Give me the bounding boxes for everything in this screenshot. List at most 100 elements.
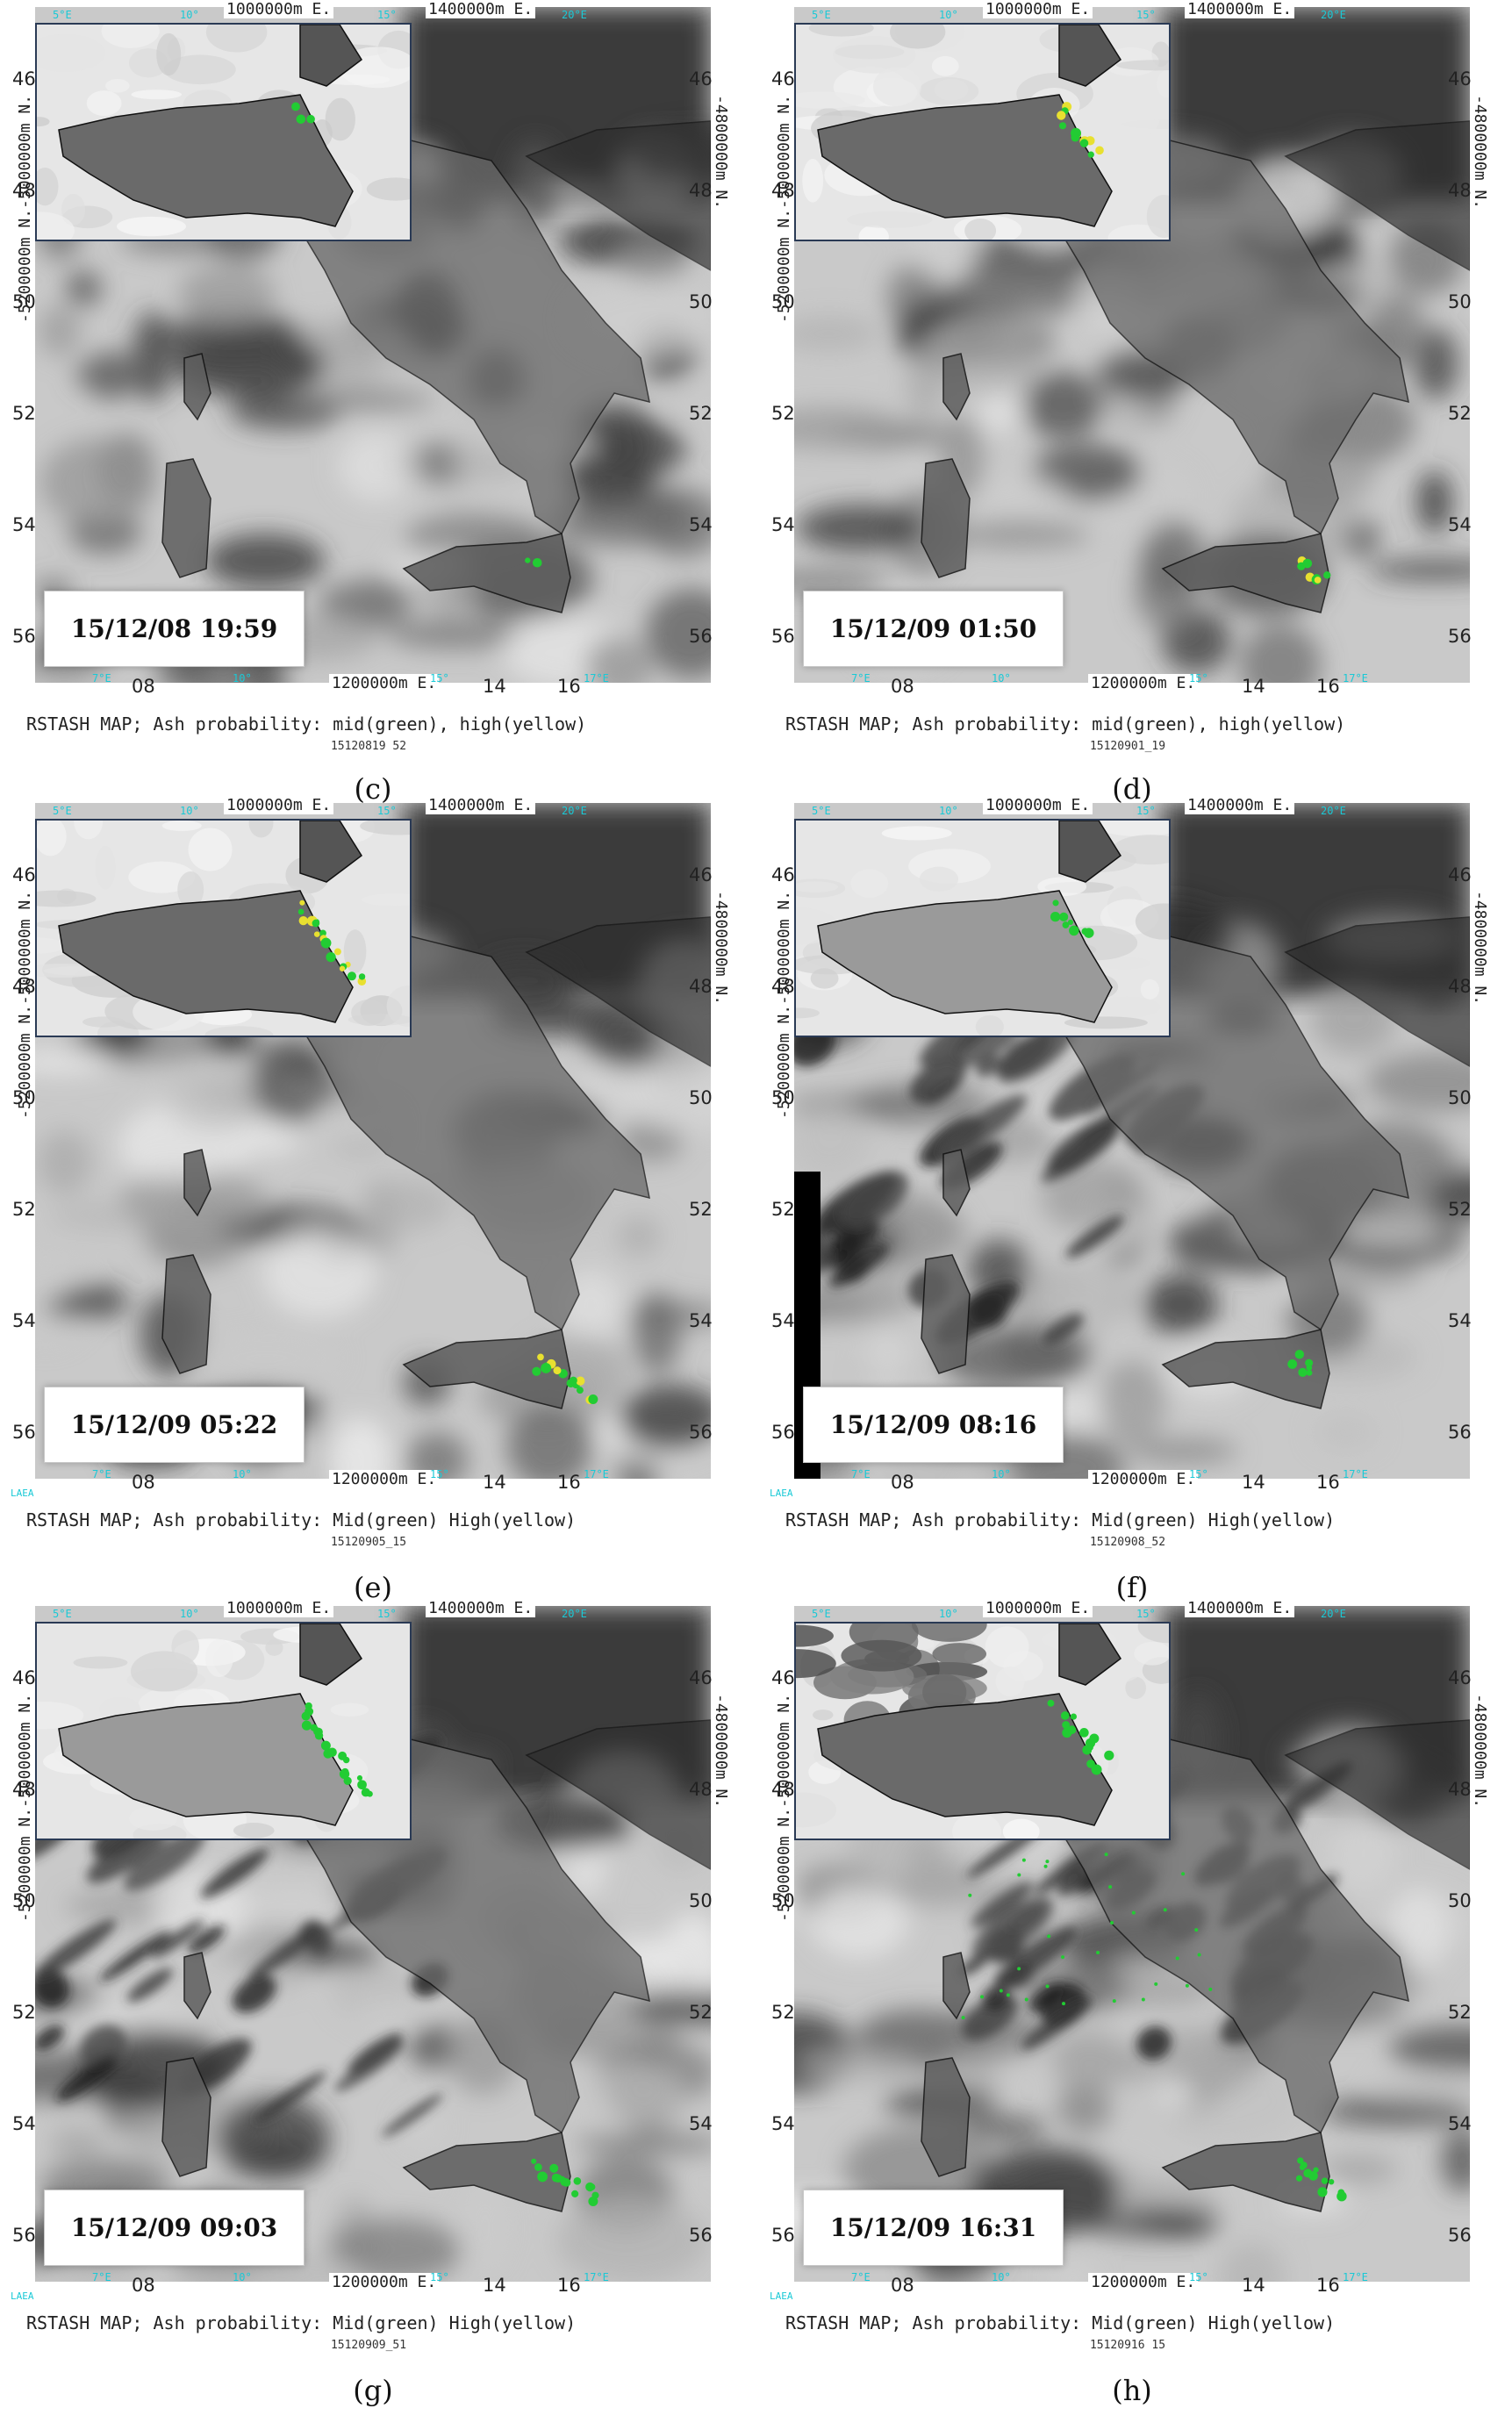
timestamp-label: 15/12/09 16:31 — [829, 2213, 1037, 2242]
top-longitude-label: 10° — [939, 805, 958, 817]
map-frame: 15/12/09 01:50 1000000m E. 1400000m E. 1… — [768, 0, 1496, 700]
image-id: 15120905_15 — [330, 1536, 407, 1549]
left-tick-label: 52 — [771, 403, 795, 424]
bottom-longitude-label: 15° — [430, 1468, 449, 1480]
sicily-inset — [35, 819, 412, 1037]
top-longitude-label: 15° — [377, 1608, 397, 1620]
bottom-tick-label: 08 — [132, 676, 155, 697]
bottom-longitude-label: 7°E — [92, 2271, 111, 2283]
right-tick-label: 52 — [689, 1199, 713, 1220]
bottom-tick-label: 16 — [1316, 1472, 1340, 1493]
left-tick-label: 56 — [771, 2225, 795, 2246]
inset-satellite-image — [37, 25, 410, 240]
left-tick-label: 48 — [12, 180, 36, 201]
top-longitude-label: 5°E — [53, 805, 72, 817]
bottom-tick-label: 14 — [483, 676, 506, 697]
top-longitude-label: 20°E — [1321, 1608, 1346, 1620]
right-tick-label: 50 — [689, 1087, 713, 1108]
bottom-longitude-label: 15° — [1189, 672, 1208, 685]
bottom-easting-label: 1200000m E. — [329, 1470, 440, 1488]
left-tick-label: 50 — [12, 291, 36, 312]
right-tick-label: 46 — [1448, 1667, 1472, 1688]
right-northing-label: -4800000m N. — [712, 95, 730, 210]
bottom-tick-label: 16 — [557, 2275, 581, 2296]
sicily-inset — [794, 1622, 1171, 1840]
bottom-tick-label: 08 — [132, 2275, 155, 2296]
top-easting-label-2: 1400000m E. — [1185, 1599, 1295, 1617]
top-longitude-label: 15° — [1136, 1608, 1156, 1620]
bottom-longitude-label: 7°E — [851, 672, 871, 685]
right-tick-label: 46 — [689, 1667, 713, 1688]
bottom-longitude-label: 15° — [430, 2271, 449, 2283]
left-tick-label: 46 — [12, 864, 36, 885]
image-id: 15120916 15 — [1089, 2339, 1166, 2352]
left-tick-label: 56 — [12, 626, 36, 647]
image-id: 15120819 52 — [330, 740, 407, 753]
right-tick-label: 52 — [1448, 1199, 1472, 1220]
bottom-longitude-label: 10° — [992, 672, 1011, 685]
panel-caption: (h) — [1112, 2374, 1152, 2407]
bottom-longitude-label: 10° — [992, 1468, 1011, 1480]
timestamp-box: 15/12/09 09:03 — [44, 2190, 305, 2266]
timestamp-box: 15/12/09 08:16 — [803, 1387, 1064, 1463]
top-longitude-label: 20°E — [1321, 805, 1346, 817]
map-frame: 15/12/09 05:22 1000000m E. 1400000m E. 1… — [9, 796, 737, 1499]
left-northing-label: -5200000m N.-5000000m N. — [775, 94, 793, 323]
bottom-longitude-label: 15° — [1189, 2271, 1208, 2283]
panel-caption: (e) — [354, 1571, 392, 1604]
right-northing-label: -4800000m N. — [1471, 1694, 1489, 1809]
timestamp-box: 15/12/08 19:59 — [44, 591, 305, 667]
satellite-panel-f: 15/12/09 08:16 1000000m E. 1400000m E. 1… — [768, 796, 1496, 1575]
top-easting-label-1: 1000000m E. — [983, 796, 1093, 814]
right-tick-label: 46 — [689, 864, 713, 885]
right-tick-label: 48 — [689, 1779, 713, 1800]
timestamp-label: 15/12/09 01:50 — [829, 614, 1037, 643]
satellite-map — [35, 1606, 711, 2282]
map-footer-text: RSTASH MAP; Ash probability: Mid(green) … — [785, 2312, 1336, 2333]
bottom-longitude-label: 17°E — [1343, 1468, 1368, 1480]
left-northing-label: -5200000m N.-5000000m N. — [775, 890, 793, 1119]
top-easting-label-1: 1000000m E. — [983, 0, 1093, 18]
right-tick-label: 52 — [1448, 2002, 1472, 2023]
top-longitude-label: 20°E — [562, 1608, 587, 1620]
right-tick-label: 52 — [1448, 403, 1472, 424]
right-tick-label: 46 — [689, 68, 713, 90]
right-tick-label: 50 — [1448, 1087, 1472, 1108]
top-longitude-label: 15° — [1136, 805, 1156, 817]
bottom-longitude-label: 17°E — [1343, 672, 1368, 685]
top-longitude-label: 10° — [180, 805, 199, 817]
right-tick-label: 50 — [689, 291, 713, 312]
bottom-tick-label: 14 — [483, 2275, 506, 2296]
laea-label: LAEA — [11, 2290, 34, 2302]
sicily-inset — [35, 23, 412, 241]
left-tick-label: 56 — [771, 1422, 795, 1443]
map-footer-text: RSTASH MAP; Ash probability: mid(green),… — [26, 713, 587, 735]
timestamp-label: 15/12/09 09:03 — [70, 2213, 278, 2242]
right-tick-label: 56 — [1448, 1422, 1472, 1443]
satellite-panel-d: 15/12/09 01:50 1000000m E. 1400000m E. 1… — [768, 0, 1496, 779]
bottom-longitude-label: 17°E — [584, 1468, 609, 1480]
map-frame: 15/12/09 09:03 1000000m E. 1400000m E. 1… — [9, 1599, 737, 2302]
left-tick-label: 48 — [771, 180, 795, 201]
left-tick-label: 50 — [12, 1890, 36, 1911]
left-tick-label: 48 — [771, 1779, 795, 1800]
bottom-tick-label: 08 — [891, 1472, 914, 1493]
top-longitude-label: 5°E — [812, 1608, 831, 1620]
bottom-easting-label: 1200000m E. — [329, 2273, 440, 2291]
bottom-longitude-label: 10° — [992, 2271, 1011, 2283]
right-tick-label: 54 — [689, 2113, 713, 2134]
right-tick-label: 48 — [1448, 976, 1472, 997]
top-easting-label-2: 1400000m E. — [426, 0, 536, 18]
left-northing-label: -5200000m N.-5000000m N. — [16, 890, 34, 1119]
bottom-tick-label: 14 — [1242, 1472, 1265, 1493]
bottom-longitude-label: 7°E — [92, 672, 111, 685]
left-tick-label: 50 — [771, 1087, 795, 1108]
right-tick-label: 50 — [689, 1890, 713, 1911]
right-northing-label: -4800000m N. — [1471, 95, 1489, 210]
map-footer-text: RSTASH MAP; Ash probability: mid(green),… — [785, 713, 1346, 735]
left-tick-label: 50 — [771, 291, 795, 312]
left-tick-label: 54 — [12, 1310, 36, 1331]
top-easting-label-1: 1000000m E. — [224, 1599, 334, 1617]
left-tick-label: 46 — [771, 864, 795, 885]
bottom-easting-label: 1200000m E. — [329, 674, 440, 692]
